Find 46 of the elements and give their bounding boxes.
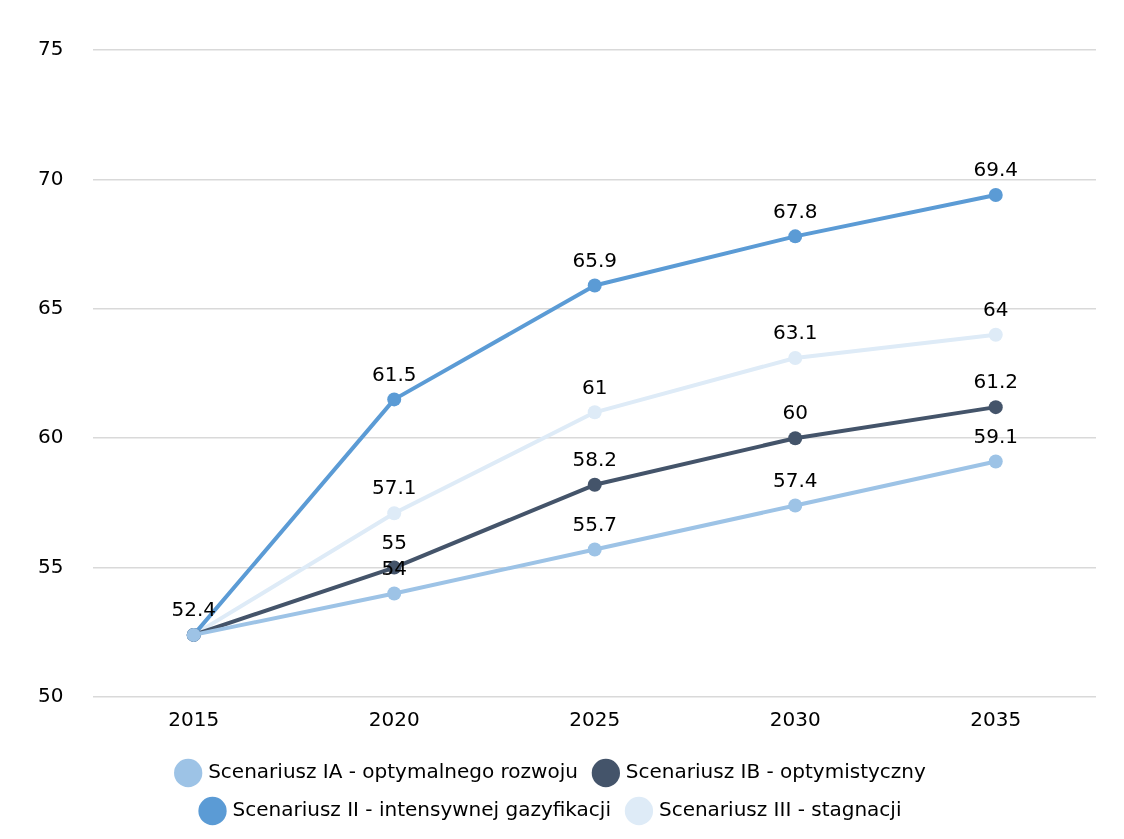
point <box>387 392 402 407</box>
point <box>788 431 803 446</box>
y-tick-label: 50 <box>38 683 64 708</box>
data-label: 58.2 <box>572 446 617 471</box>
data-label: 55.7 <box>572 511 617 536</box>
y-tick-label: 70 <box>38 165 64 190</box>
point <box>788 350 803 365</box>
point <box>988 454 1003 469</box>
point <box>988 327 1003 342</box>
data-label: 69.4 <box>973 157 1019 182</box>
legend-label: Scenariusz III - stagnacji <box>658 797 902 822</box>
x-tick-label: 2020 <box>368 707 420 732</box>
data-label: 59.1 <box>973 423 1019 448</box>
y-tick-label: 75 <box>38 36 64 61</box>
data-label: 61 <box>582 374 608 399</box>
point <box>587 477 602 492</box>
data-label: 63.1 <box>772 320 818 345</box>
point <box>988 187 1003 202</box>
data-label: 61.5 <box>371 361 417 386</box>
x-tick-label: 2025 <box>569 707 621 732</box>
data-label: 64 <box>983 296 1009 321</box>
x-tick-label: 2015 <box>168 707 220 732</box>
x-tick-label: 2030 <box>769 707 821 732</box>
data-label: 60 <box>782 400 808 425</box>
point <box>788 229 803 244</box>
point <box>587 542 602 557</box>
y-tick-label: 65 <box>38 295 64 319</box>
point <box>587 278 602 293</box>
y-tick-label: 60 <box>38 424 64 449</box>
legend-label: Scenariusz II - intensywnej gazyfikacji <box>232 797 611 822</box>
data-label: 61.2 <box>973 369 1019 394</box>
point <box>788 498 803 513</box>
data-label: 67.8 <box>772 198 818 223</box>
data-label: 52.4 <box>171 597 216 622</box>
legend-label: Scenariusz IB - optymistyczny <box>625 759 926 784</box>
point <box>387 586 402 601</box>
data-label: 55 <box>381 529 407 554</box>
point <box>587 405 602 420</box>
data-label: 65.9 <box>572 247 617 272</box>
legend-label: Scenariusz IA - optymalnego rozwoju <box>208 759 578 784</box>
data-label: 57.1 <box>371 475 417 500</box>
data-label: 57.4 <box>772 467 818 492</box>
x-tick-label: 2035 <box>970 707 1022 732</box>
point <box>988 400 1003 415</box>
point <box>387 506 402 521</box>
y-tick-label: 55 <box>38 553 64 578</box>
